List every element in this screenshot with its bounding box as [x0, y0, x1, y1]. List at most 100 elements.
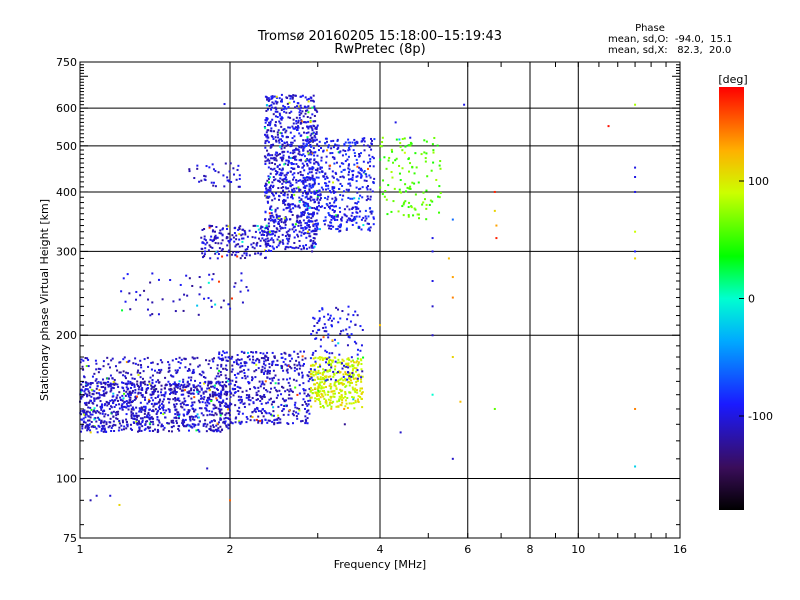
data-point	[347, 313, 350, 316]
data-point	[379, 158, 382, 161]
data-point	[291, 228, 294, 231]
data-point	[203, 297, 206, 300]
data-point	[134, 391, 137, 394]
data-point	[359, 396, 362, 399]
data-point	[269, 219, 272, 222]
data-point	[271, 377, 274, 380]
data-point	[266, 390, 269, 393]
data-point	[355, 158, 358, 161]
data-point	[92, 409, 95, 412]
data-point	[111, 386, 114, 389]
data-point	[139, 392, 142, 395]
data-point	[84, 412, 87, 415]
data-point	[80, 397, 83, 400]
data-point	[223, 417, 226, 420]
data-point	[245, 254, 248, 257]
data-point	[240, 272, 243, 275]
data-point	[254, 359, 257, 362]
data-point	[309, 116, 312, 119]
data-point	[298, 196, 301, 199]
data-point	[150, 368, 153, 371]
data-point	[313, 223, 316, 226]
data-point	[280, 169, 283, 172]
data-point	[239, 366, 242, 369]
data-point	[293, 135, 296, 138]
data-point	[289, 245, 292, 248]
data-point	[300, 154, 303, 157]
data-point	[220, 373, 223, 376]
data-point	[205, 359, 208, 362]
data-point	[135, 298, 138, 301]
data-point	[315, 219, 318, 222]
data-point	[347, 196, 350, 199]
data-point	[190, 415, 193, 418]
data-point	[337, 144, 340, 147]
data-point	[263, 231, 266, 234]
data-point	[360, 167, 363, 170]
data-point	[289, 208, 292, 211]
data-point	[354, 377, 357, 380]
data-point	[436, 144, 439, 147]
data-point	[313, 182, 316, 185]
data-point	[193, 410, 196, 413]
data-point	[408, 187, 411, 190]
data-point	[271, 101, 274, 104]
data-point	[358, 154, 361, 157]
data-point	[368, 227, 371, 230]
data-point	[240, 395, 243, 398]
data-point	[366, 195, 369, 198]
data-point	[233, 240, 236, 243]
data-point	[200, 412, 203, 415]
data-point	[409, 187, 412, 190]
data-point	[307, 216, 310, 219]
data-point	[194, 408, 197, 411]
data-point	[204, 407, 207, 410]
data-point	[271, 193, 274, 196]
data-point	[226, 417, 229, 420]
data-point	[120, 424, 123, 427]
data-point	[307, 213, 310, 216]
data-point	[234, 388, 237, 391]
data-point	[265, 242, 268, 245]
data-point	[330, 364, 333, 367]
data-point	[121, 309, 124, 312]
data-point	[344, 377, 347, 380]
data-point	[209, 429, 212, 432]
data-point	[360, 378, 363, 381]
data-point	[144, 427, 147, 430]
data-point	[299, 104, 302, 107]
data-point	[241, 390, 244, 393]
data-point	[270, 127, 273, 130]
data-point	[187, 409, 190, 412]
data-point	[332, 181, 335, 184]
data-point	[361, 196, 364, 199]
data-point	[261, 226, 264, 229]
data-point	[273, 95, 276, 98]
data-point	[174, 392, 177, 395]
data-point	[182, 413, 185, 416]
data-point	[302, 179, 305, 182]
data-point	[131, 406, 134, 409]
data-point	[110, 383, 113, 386]
data-point	[175, 384, 178, 387]
data-point	[256, 357, 259, 360]
data-point	[140, 366, 143, 369]
data-point	[88, 411, 91, 414]
data-point	[238, 177, 241, 180]
data-point	[182, 425, 185, 428]
data-point	[162, 405, 165, 408]
data-point	[189, 363, 192, 366]
data-point	[327, 393, 330, 396]
data-point	[300, 112, 303, 115]
data-point	[291, 156, 294, 159]
data-point	[291, 246, 294, 249]
data-point	[184, 358, 187, 361]
data-point	[358, 226, 361, 229]
data-point	[347, 217, 350, 220]
data-point	[339, 403, 342, 406]
data-point	[238, 185, 241, 188]
data-point	[284, 220, 287, 223]
data-point	[199, 385, 202, 388]
data-point	[270, 403, 273, 406]
data-point	[634, 407, 637, 410]
